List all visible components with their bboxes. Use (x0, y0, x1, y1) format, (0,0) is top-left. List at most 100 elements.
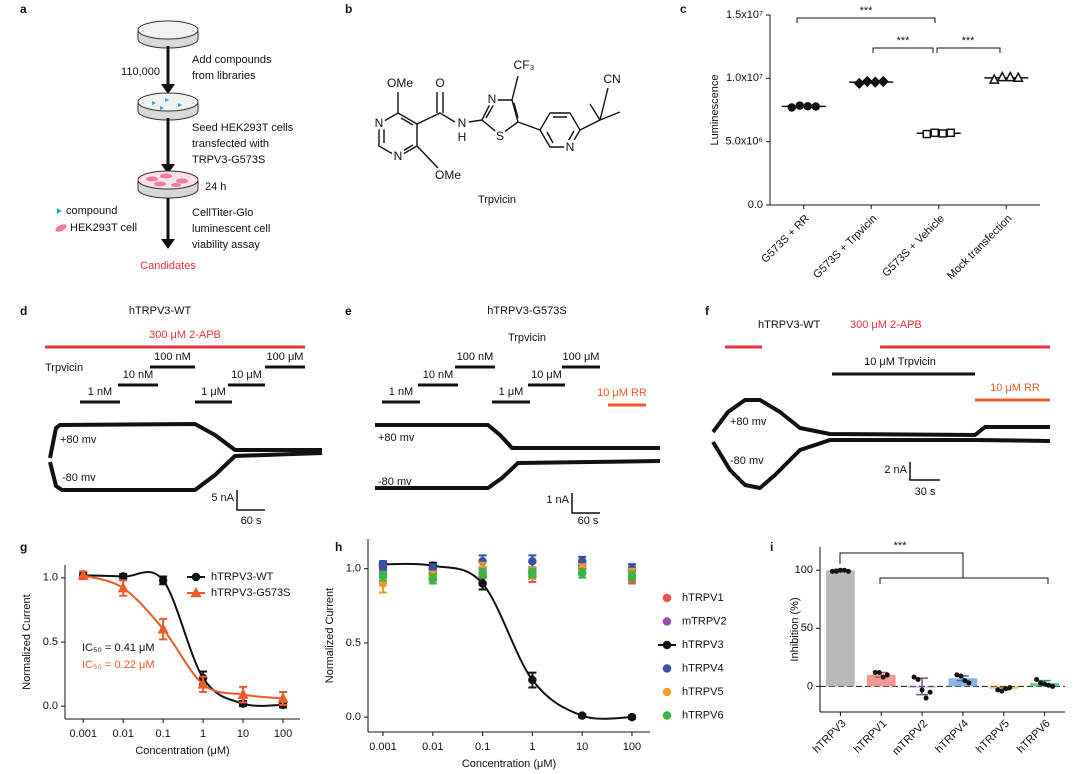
point (528, 675, 537, 685)
scale-bar (909, 462, 940, 481)
x-tick-label: 0.01 (112, 728, 133, 740)
dose-label: 100 nM (154, 351, 191, 363)
point (662, 664, 672, 673)
significance: *** (860, 5, 874, 17)
point (158, 576, 168, 585)
point (118, 572, 128, 581)
legend-text: hTRPV3 (682, 639, 724, 651)
point (662, 617, 672, 626)
dose-label: 100 nM (457, 351, 494, 363)
dish-top (137, 20, 199, 40)
bar (866, 674, 896, 687)
scale-label: 30 s (915, 486, 936, 498)
legend-text: hTRPV4 (682, 662, 724, 674)
point (861, 75, 873, 88)
point (627, 712, 637, 722)
legend-compound (57, 208, 62, 214)
y-tick-label: 100 (795, 564, 813, 576)
scale-bar (571, 493, 600, 514)
point (962, 678, 968, 684)
point (958, 673, 964, 679)
trace-lower (711, 438, 1051, 490)
point (1012, 71, 1024, 82)
dose-label: 100 μM (267, 351, 304, 363)
significance: *** (894, 540, 908, 552)
point (853, 77, 865, 90)
point (988, 73, 1000, 84)
y-tick-label: 0 (807, 680, 813, 692)
point (803, 101, 812, 111)
point (923, 695, 929, 701)
trace-lower (375, 459, 661, 490)
x-tick-label: hTRPV4 (933, 718, 971, 756)
point (157, 622, 169, 634)
legend-cell (55, 224, 67, 232)
point (662, 687, 672, 697)
panel-label: b (345, 2, 352, 16)
agonist-label: 300 μM 2-APB (149, 329, 221, 341)
dish-top (137, 170, 199, 190)
point (478, 579, 487, 588)
point (627, 571, 637, 581)
step-text: from libraries (192, 70, 256, 82)
panel-label: h (335, 540, 342, 554)
atom: N (375, 116, 384, 130)
point (811, 102, 820, 111)
voltage-label: +80 mv (730, 416, 767, 428)
x-tick-label: 0.001 (69, 728, 97, 740)
significance: *** (962, 35, 976, 47)
x-tick-label: 100 (623, 741, 641, 753)
panel-label: g (20, 540, 27, 554)
step-text: TRPV3-G573S (192, 154, 265, 166)
annotation: IC₅₀ = 0.22 μM (82, 659, 155, 671)
point (877, 75, 889, 88)
chart-h: 0.0 0.5 1.0 0.001 0.01 0.1 1 10 100 Concentration… (324, 539, 727, 770)
legend-text: hTRPV5 (682, 686, 724, 698)
compound-count: 110,000 (121, 66, 160, 78)
blocker-label: 10 μM RR (990, 382, 1040, 394)
point (880, 674, 886, 680)
point (378, 561, 388, 570)
point (577, 568, 587, 578)
x-tick-label: G573S + Trpvicin (811, 213, 879, 281)
x-tick-label: 0.1 (155, 728, 170, 740)
annotation: IC₅₀ = 0.41 μM (82, 642, 155, 654)
panel-e: e hTRPV3-G573S Trpvicin 10 μM RR +80 mv … (345, 304, 661, 527)
point (191, 572, 201, 582)
point (1050, 683, 1056, 689)
point (662, 640, 672, 650)
cells (146, 173, 188, 187)
step-text: CellTiter-Glo (192, 207, 253, 219)
point (927, 689, 933, 695)
trace-upper (375, 423, 660, 450)
x-tick-label: 10 (237, 728, 249, 740)
point (378, 571, 388, 581)
drug-label: 10 μM Trpvicin (864, 356, 936, 368)
point (662, 593, 672, 603)
legend-text: compound (66, 205, 117, 217)
point (190, 586, 202, 598)
blocker-label: 10 μM RR (597, 387, 647, 399)
x-tick-label: G573S + RR (759, 213, 812, 266)
trace-upper (711, 398, 1050, 437)
panel-label: a (20, 2, 27, 16)
point (787, 103, 796, 112)
x-tick-label: hTRPV1 (852, 718, 890, 756)
point (77, 569, 89, 580)
point (869, 76, 881, 88)
x-tick-label: hTRPV5 (974, 718, 1012, 756)
significance: *** (897, 35, 911, 47)
point (841, 567, 847, 573)
dose-label: 100 μM (563, 351, 600, 363)
trace-lower (48, 451, 323, 492)
y-tick-label: 0.0 (748, 199, 763, 211)
y-tick-label: 0.0 (43, 700, 58, 712)
atom: N (394, 149, 403, 163)
trace-title: hTRPV3-WT (129, 305, 192, 317)
dose-label: 10 μM (531, 369, 562, 381)
scale-bar (236, 490, 265, 511)
y-axis-label: Normalized Current (21, 594, 33, 689)
legend-text: HEK293T cell (70, 222, 137, 234)
point (662, 711, 672, 720)
